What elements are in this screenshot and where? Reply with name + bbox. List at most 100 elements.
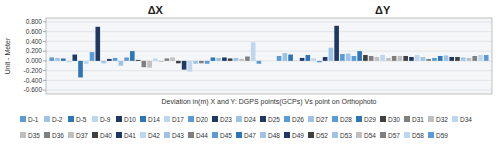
bar bbox=[130, 51, 135, 61]
legend-swatch bbox=[140, 132, 146, 138]
bar bbox=[101, 61, 106, 63]
legend-swatch bbox=[92, 116, 98, 122]
legend: D-1D-2D-5D-9D10D14D17D20D23D24D25D26D27D… bbox=[20, 116, 472, 139]
legend-swatch bbox=[404, 132, 410, 138]
legend-label: D31 bbox=[412, 116, 424, 123]
bar bbox=[277, 56, 282, 61]
bar bbox=[107, 59, 112, 61]
legend-label: D14 bbox=[148, 116, 160, 123]
legend-label: D20 bbox=[196, 116, 208, 123]
grid-line bbox=[46, 51, 492, 52]
tick-mark bbox=[43, 70, 46, 71]
legend-swatch bbox=[284, 132, 290, 138]
legend-label: D57 bbox=[388, 132, 400, 139]
legend-swatch bbox=[428, 132, 434, 138]
bar bbox=[392, 56, 397, 61]
grid-line bbox=[46, 70, 492, 71]
chart: -0.600-0.400-0.2000.0000.2000.4000.6000.… bbox=[0, 0, 500, 156]
tick-label: 0.000 bbox=[26, 57, 43, 64]
legend-label: D53 bbox=[340, 132, 352, 139]
grid-line bbox=[46, 21, 492, 22]
bar bbox=[346, 54, 351, 61]
bar bbox=[415, 55, 420, 61]
legend-swatch bbox=[308, 132, 314, 138]
tick-mark bbox=[43, 41, 46, 42]
legend-label: D35 bbox=[28, 132, 40, 139]
plot-frame bbox=[46, 18, 492, 94]
legend-label: D29 bbox=[364, 116, 376, 123]
legend-swatch bbox=[164, 116, 170, 122]
bar bbox=[147, 61, 152, 68]
bar bbox=[329, 48, 334, 61]
legend-swatch bbox=[380, 116, 386, 122]
legend-swatch bbox=[92, 132, 98, 138]
legend-label: D43 bbox=[172, 132, 184, 139]
legend-label: D47 bbox=[244, 132, 256, 139]
legend-label: D27 bbox=[316, 116, 328, 123]
bar bbox=[478, 55, 483, 61]
bar bbox=[90, 52, 95, 61]
bar bbox=[61, 58, 66, 60]
bar bbox=[311, 58, 316, 60]
tick-label: 0.400 bbox=[26, 38, 43, 45]
bar bbox=[461, 57, 466, 60]
legend-swatch bbox=[188, 132, 194, 138]
bar bbox=[84, 61, 89, 64]
bar bbox=[369, 56, 374, 61]
tick-mark bbox=[43, 31, 46, 32]
bar bbox=[239, 59, 244, 61]
bar bbox=[294, 60, 299, 61]
legend-label: D48 bbox=[268, 132, 280, 139]
legend-swatch bbox=[20, 132, 26, 138]
bar bbox=[375, 57, 380, 61]
bar bbox=[170, 57, 175, 60]
bar bbox=[159, 60, 164, 62]
legend-swatch bbox=[332, 116, 338, 122]
bar bbox=[409, 57, 414, 61]
legend-label: D-2 bbox=[52, 116, 63, 123]
bar bbox=[421, 57, 426, 61]
legend-swatch bbox=[356, 116, 362, 122]
legend-swatch bbox=[116, 116, 122, 122]
bar bbox=[357, 51, 362, 61]
legend-swatch bbox=[404, 116, 410, 122]
bar bbox=[78, 61, 83, 78]
bar bbox=[119, 61, 124, 66]
grid bbox=[46, 22, 492, 90]
bar bbox=[49, 57, 54, 60]
bar bbox=[380, 55, 385, 61]
bars bbox=[49, 26, 488, 78]
bar bbox=[472, 56, 477, 61]
bar bbox=[323, 57, 328, 61]
legend-label: D44 bbox=[196, 132, 208, 139]
tick-label: -0.600 bbox=[24, 86, 43, 93]
plot-background bbox=[46, 18, 492, 94]
tick-label: 0.200 bbox=[26, 47, 43, 54]
bar bbox=[467, 58, 472, 61]
bar bbox=[288, 55, 293, 61]
bar bbox=[182, 61, 187, 70]
legend-label: D24 bbox=[244, 116, 256, 123]
tick-label: -0.400 bbox=[24, 77, 43, 84]
bar bbox=[67, 61, 72, 62]
legend-label: D10 bbox=[124, 116, 136, 123]
legend-swatch bbox=[284, 116, 290, 122]
x-axis-label: Deviation in(m) X and Y: DGPS points(GCP… bbox=[161, 98, 376, 106]
legend-label: D23 bbox=[220, 116, 232, 123]
bar bbox=[334, 26, 339, 61]
legend-label: D37 bbox=[76, 132, 88, 139]
bar bbox=[222, 57, 227, 60]
bar bbox=[251, 42, 256, 61]
legend-label: D59 bbox=[436, 132, 448, 139]
legend-label: D-1 bbox=[28, 116, 39, 123]
legend-label: D34 bbox=[460, 116, 472, 123]
grid-line bbox=[46, 80, 492, 81]
legend-swatch bbox=[332, 132, 338, 138]
bar bbox=[340, 54, 345, 61]
legend-swatch bbox=[164, 132, 170, 138]
legend-swatch bbox=[68, 116, 74, 122]
tick-label: 0.800 bbox=[26, 18, 43, 25]
legend-swatch bbox=[260, 116, 266, 122]
bar bbox=[257, 61, 262, 64]
bar bbox=[398, 56, 403, 61]
